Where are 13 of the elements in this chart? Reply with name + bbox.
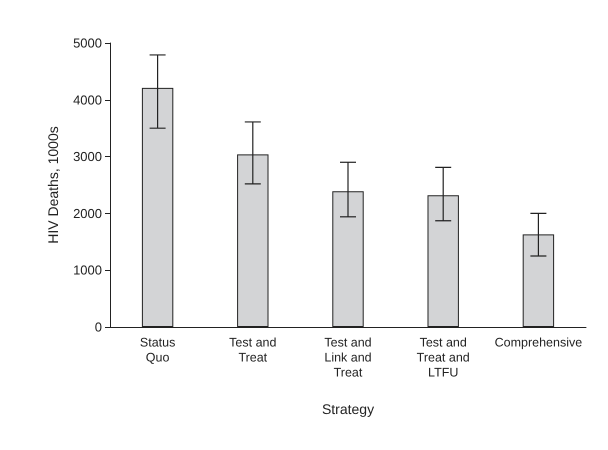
- y-tick-label: 4000: [73, 92, 102, 108]
- x-tick-label: Test and Link and Treat: [324, 336, 372, 380]
- y-tick-label: 1000: [73, 262, 102, 278]
- y-tick-label: 5000: [73, 36, 102, 50]
- x-tick-label: Comprehensive: [494, 336, 582, 350]
- x-tick-label: Test and Treat: [229, 336, 276, 364]
- x-axis-title: Strategy: [322, 401, 374, 417]
- y-tick-label: 0: [94, 320, 102, 334]
- y-tick-label: 2000: [73, 206, 102, 221]
- x-tick-label: Test and Treat and LTFU: [416, 336, 470, 380]
- y-tick-label: 3000: [73, 149, 102, 164]
- x-tick-label: Status Quo: [140, 336, 176, 364]
- y-axis-title: HIV Deaths, 1000s: [45, 126, 61, 244]
